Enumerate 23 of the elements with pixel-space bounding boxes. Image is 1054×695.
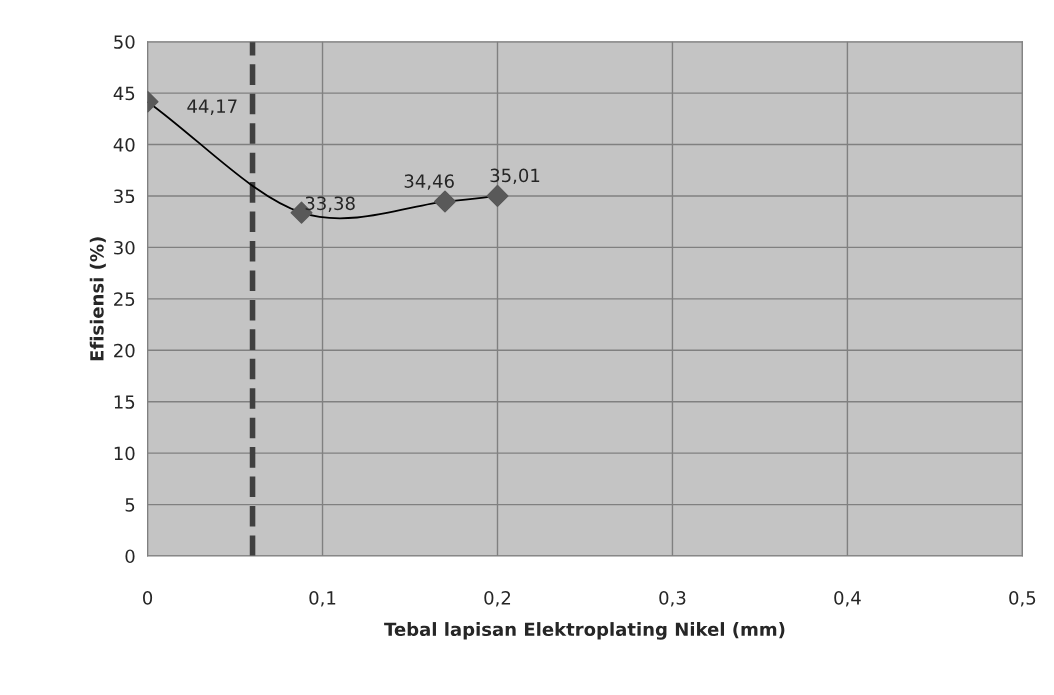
x-tick-label: 0,1 bbox=[309, 591, 336, 607]
x-tick-label: 0 bbox=[143, 591, 153, 605]
data-label: 44,17 bbox=[187, 99, 237, 115]
y-tick-label: 45 bbox=[113, 86, 135, 101]
y-tick-label: 25 bbox=[114, 292, 135, 306]
x-tick-label: 0,4 bbox=[834, 591, 861, 607]
x-tick-label: 0,3 bbox=[659, 591, 686, 607]
data-label: 35,01 bbox=[490, 168, 540, 185]
x-tick-label: 0,5 bbox=[1009, 591, 1036, 607]
y-tick-label: 50 bbox=[114, 35, 135, 49]
x-axis-title: Tebal lapisan Elektroplating Nikel (mm) bbox=[384, 622, 785, 640]
y-tick-label: 30 bbox=[114, 240, 135, 255]
data-label: 34,46 bbox=[404, 174, 454, 190]
x-tick-label: 0,2 bbox=[484, 591, 511, 607]
y-tick-label: 35 bbox=[114, 189, 135, 204]
y-tick-label: 0 bbox=[125, 549, 135, 564]
y-axis-title: Efisiensi (%) bbox=[89, 237, 106, 361]
y-tick-label: 15 bbox=[114, 395, 135, 409]
y-tick-label: 40 bbox=[113, 138, 135, 152]
y-tick-label: 20 bbox=[114, 343, 135, 358]
data-label: 33,38 bbox=[305, 196, 355, 212]
y-tick-label: 5 bbox=[125, 498, 135, 512]
y-tick-label: 10 bbox=[114, 446, 135, 461]
